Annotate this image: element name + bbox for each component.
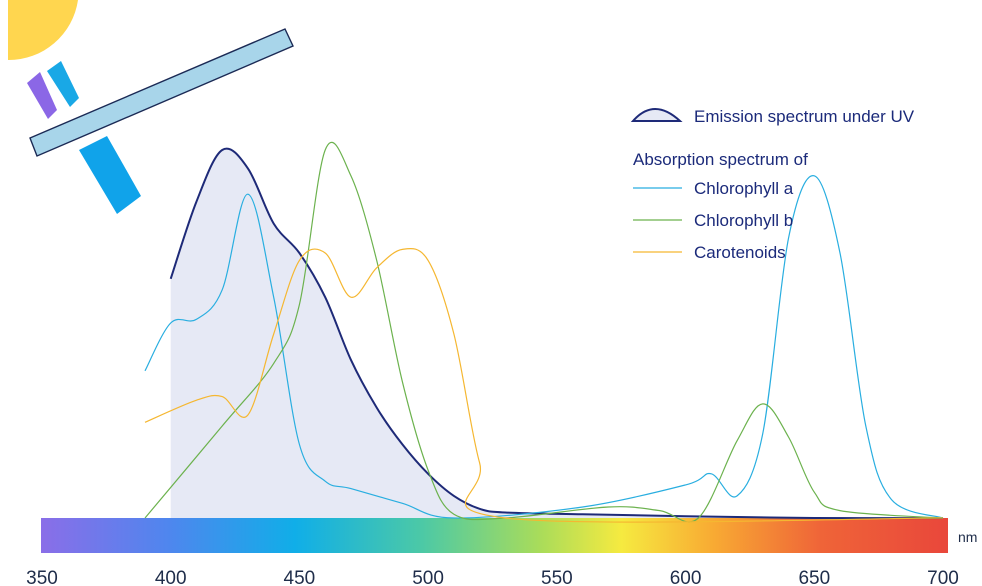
series-layer xyxy=(144,141,944,523)
x-tick-label: 700 xyxy=(927,568,959,586)
legend-chlorophyll-b-label: Chlorophyll b xyxy=(694,211,793,230)
legend-emission-label: Emission spectrum under UV xyxy=(694,107,915,126)
x-tick-label: 450 xyxy=(284,568,316,586)
series-carotenoids-line xyxy=(144,247,944,523)
x-tick-label: 600 xyxy=(670,568,702,586)
x-tick-label: 650 xyxy=(798,568,830,586)
beam-icon xyxy=(79,136,141,214)
legend-chlorophyll-a-label: Chlorophyll a xyxy=(694,179,794,198)
blue-ray-icon xyxy=(47,61,79,107)
legend-absorption-heading: Absorption spectrum of xyxy=(633,150,808,169)
legend-carotenoids-label: Carotenoids xyxy=(694,243,786,262)
x-tick-label: 550 xyxy=(541,568,573,586)
x-tick-label: 500 xyxy=(412,568,444,586)
spectrum-bar xyxy=(41,518,948,553)
filter-plate-icon xyxy=(29,28,294,157)
sun-icon xyxy=(8,0,78,61)
series-emission-spectrum-under-uv-area xyxy=(170,148,943,519)
legend: Emission spectrum under UV Absorption sp… xyxy=(630,107,915,262)
series-chlorophyll-b-line xyxy=(144,141,944,523)
x-tick-label: 350 xyxy=(26,568,58,586)
series-chlorophyll-a-line xyxy=(144,175,944,519)
violet-ray-icon xyxy=(27,72,57,119)
x-axis-ticks: 350 400 450 500 550 600 650 700 xyxy=(26,568,959,586)
series-emission-spectrum-under-uv-line xyxy=(169,147,944,520)
x-tick-label: 400 xyxy=(155,568,187,586)
legend-emission-swatch xyxy=(630,108,683,122)
x-axis-unit: nm xyxy=(958,529,977,545)
